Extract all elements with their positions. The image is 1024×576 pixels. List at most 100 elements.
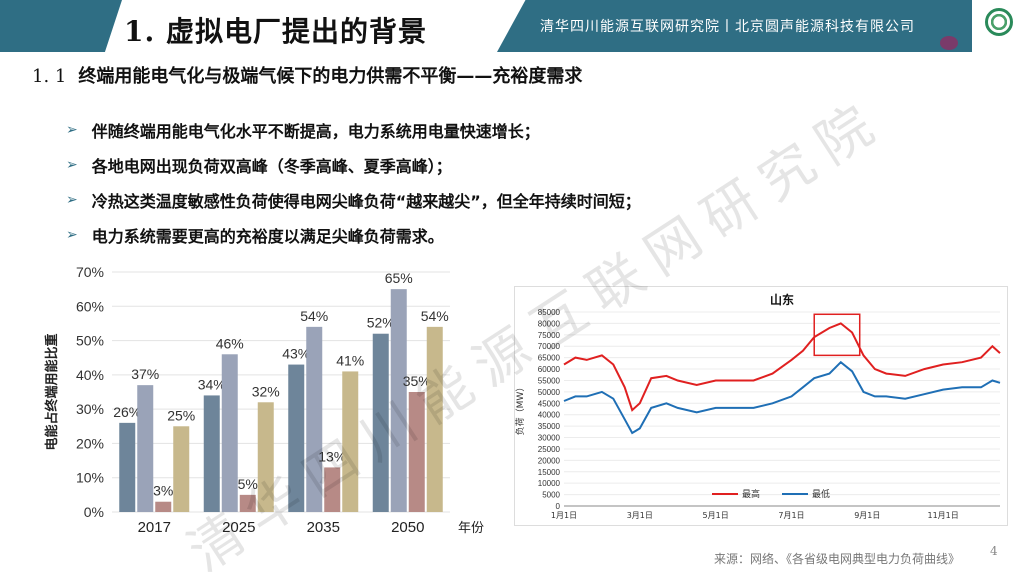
bar-y-tick-label: 70% — [76, 264, 104, 280]
line-y-tick-label: 85000 — [538, 308, 561, 317]
bar — [155, 501, 172, 512]
line-x-tick-label: 1月1日 — [551, 511, 577, 520]
bullet-text: 伴随终端用能电气化水平不断提高，电力系统用电量快速增长； — [91, 121, 540, 141]
section-subtitle-text: 终端用能电气化与极端气候下的电力供需不平衡——充裕度需求 — [78, 66, 583, 87]
line-chart-title: 山东 — [770, 292, 794, 307]
bar-data-label: 32% — [252, 383, 280, 399]
bar-data-label: 26% — [113, 404, 141, 420]
line-y-axis-label: 负荷（MW） — [514, 383, 526, 436]
bar — [239, 494, 256, 512]
bar — [288, 364, 305, 512]
slide-title: 1. 虚拟电厂提出的背景 — [124, 15, 427, 48]
bar — [173, 426, 190, 512]
header-organization: 清华四川能源互联网研究院丨北京圆声能源科技有限公司 — [540, 19, 915, 35]
line-y-tick-label: 25000 — [538, 445, 561, 454]
bar-x-tick-label: 2050 — [391, 519, 424, 536]
header-accent-bar — [0, 0, 122, 52]
arrow-bullet-icon: ➢ — [66, 121, 78, 138]
source-note: 来源：网络、《各省级电网典型电力负荷曲线》 — [714, 552, 961, 566]
bar — [203, 395, 220, 512]
bar-data-label: 34% — [198, 376, 226, 392]
bar-y-tick-label: 60% — [76, 298, 104, 314]
line-y-tick-label: 70000 — [538, 342, 561, 351]
bar-data-label: 43% — [282, 346, 310, 362]
bar-y-tick-label: 0% — [84, 504, 104, 520]
shandong-load-line-chart: 山东 0 5000 10000 15000 20000 25000 30000 35000 400… — [514, 292, 1001, 520]
bar-y-tick-label: 20% — [76, 435, 104, 451]
bar-x-tick-label: 2035 — [307, 519, 340, 536]
line-y-tick-label: 50000 — [538, 388, 561, 397]
electrification-bar-chart: 0% 10% 20% 30% 40% 50% 60% 70% 电能占终端用能比重 26% 37% 3%… — [44, 264, 484, 536]
bullet-list: ➢ 伴随终端用能电气化水平不断提高，电力系统用电量快速增长； ➢ 各地电网出现负荷双… — [66, 112, 641, 252]
bar-data-label: 35% — [403, 373, 431, 389]
page-number: 4 — [990, 544, 998, 558]
bar — [390, 289, 407, 512]
header-org-band — [497, 0, 972, 52]
bar-y-axis-label: 电能占终端用能比重 — [44, 333, 60, 450]
line-x-tick-label: 5月1日 — [703, 511, 729, 520]
bar — [342, 371, 359, 512]
legend-label: 最高 — [742, 488, 760, 500]
bar-data-label: 13% — [318, 448, 346, 464]
arrow-bullet-icon: ➢ — [66, 156, 78, 173]
line-y-tick-label: 5000 — [542, 491, 560, 500]
line-x-tick-label: 3月1日 — [627, 511, 653, 520]
line-x-tick-label: 9月1日 — [854, 511, 880, 520]
bullet-text: 电力系统需要更高的充裕度以满足尖峰负荷需求。 — [91, 226, 444, 246]
line-y-tick-label: 80000 — [538, 319, 561, 328]
university-seal-icon — [940, 36, 958, 50]
section-subtitle: 1. 1 终端用能电气化与极端气候下的电力供需不平衡——充裕度需求 — [32, 62, 582, 88]
bar-data-label: 65% — [385, 270, 413, 286]
line-y-tick-label: 10000 — [538, 479, 561, 488]
section-number: 1. 1 — [32, 66, 67, 87]
line-y-tick-label: 60000 — [538, 365, 561, 374]
bar-data-label: 41% — [336, 352, 364, 368]
bullet-item: ➢ 伴随终端用能电气化水平不断提高，电力系统用电量快速增长； — [66, 112, 641, 147]
line-y-tick-label: 40000 — [538, 411, 561, 420]
line-x-tick-label: 7月1日 — [778, 511, 804, 520]
bar-x-tick-label: 2025 — [222, 519, 255, 536]
line-y-tick-label: 65000 — [538, 354, 561, 363]
university-logo-icon — [962, 36, 1018, 50]
bullet-text: 冷热这类温度敏感性负荷使得电网尖峰负荷“越来越尖”，但全年持续时间短； — [91, 191, 641, 211]
line-y-tick-label: 15000 — [538, 468, 561, 477]
arrow-bullet-icon: ➢ — [66, 226, 78, 243]
bar-data-label: 5% — [238, 476, 258, 492]
bar-data-label: 25% — [167, 407, 195, 423]
line-x-tick-label: 11月1日 — [927, 511, 958, 520]
line-series-path — [563, 322, 1001, 412]
peak-highlight-box — [813, 313, 861, 357]
bar — [408, 392, 425, 512]
bar — [137, 385, 154, 512]
bar — [372, 333, 389, 512]
line-y-tick-label: 30000 — [538, 434, 561, 443]
institute-logo-icon — [985, 8, 1013, 36]
bar — [221, 354, 238, 512]
bullet-text: 各地电网出现负荷双高峰（冬季高峰、夏季高峰）； — [91, 156, 452, 176]
bar-data-label: 3% — [153, 483, 173, 499]
arrow-bullet-icon: ➢ — [66, 191, 78, 208]
bar-y-tick-label: 10% — [76, 470, 104, 486]
bullet-item: ➢ 冷热这类温度敏感性负荷使得电网尖峰负荷“越来越尖”，但全年持续时间短； — [66, 182, 641, 217]
bar — [257, 402, 274, 512]
line-y-tick-label: 20000 — [538, 456, 561, 465]
bar-data-label: 37% — [131, 366, 159, 382]
bar-y-tick-label: 40% — [76, 367, 104, 383]
bar-data-label: 52% — [367, 315, 395, 331]
bar-x-tick-label: 2017 — [138, 519, 171, 536]
bar — [324, 467, 341, 512]
bar — [426, 326, 443, 512]
line-y-tick-label: 45000 — [538, 399, 561, 408]
bar — [306, 326, 323, 512]
bar-data-label: 54% — [300, 308, 328, 324]
bar-y-tick-label: 50% — [76, 333, 104, 349]
bar-data-label: 54% — [421, 308, 449, 324]
bullet-item: ➢ 各地电网出现负荷双高峰（冬季高峰、夏季高峰）； — [66, 147, 641, 182]
line-y-tick-label: 35000 — [538, 422, 561, 431]
bar-y-tick-label: 30% — [76, 401, 104, 417]
line-y-tick-label: 75000 — [538, 331, 561, 340]
bullet-item: ➢ 电力系统需要更高的充裕度以满足尖峰负荷需求。 — [66, 217, 641, 252]
line-y-tick-label: 55000 — [538, 376, 561, 385]
legend-label: 最低 — [812, 488, 830, 500]
line-y-tick-label: 0 — [556, 502, 561, 511]
